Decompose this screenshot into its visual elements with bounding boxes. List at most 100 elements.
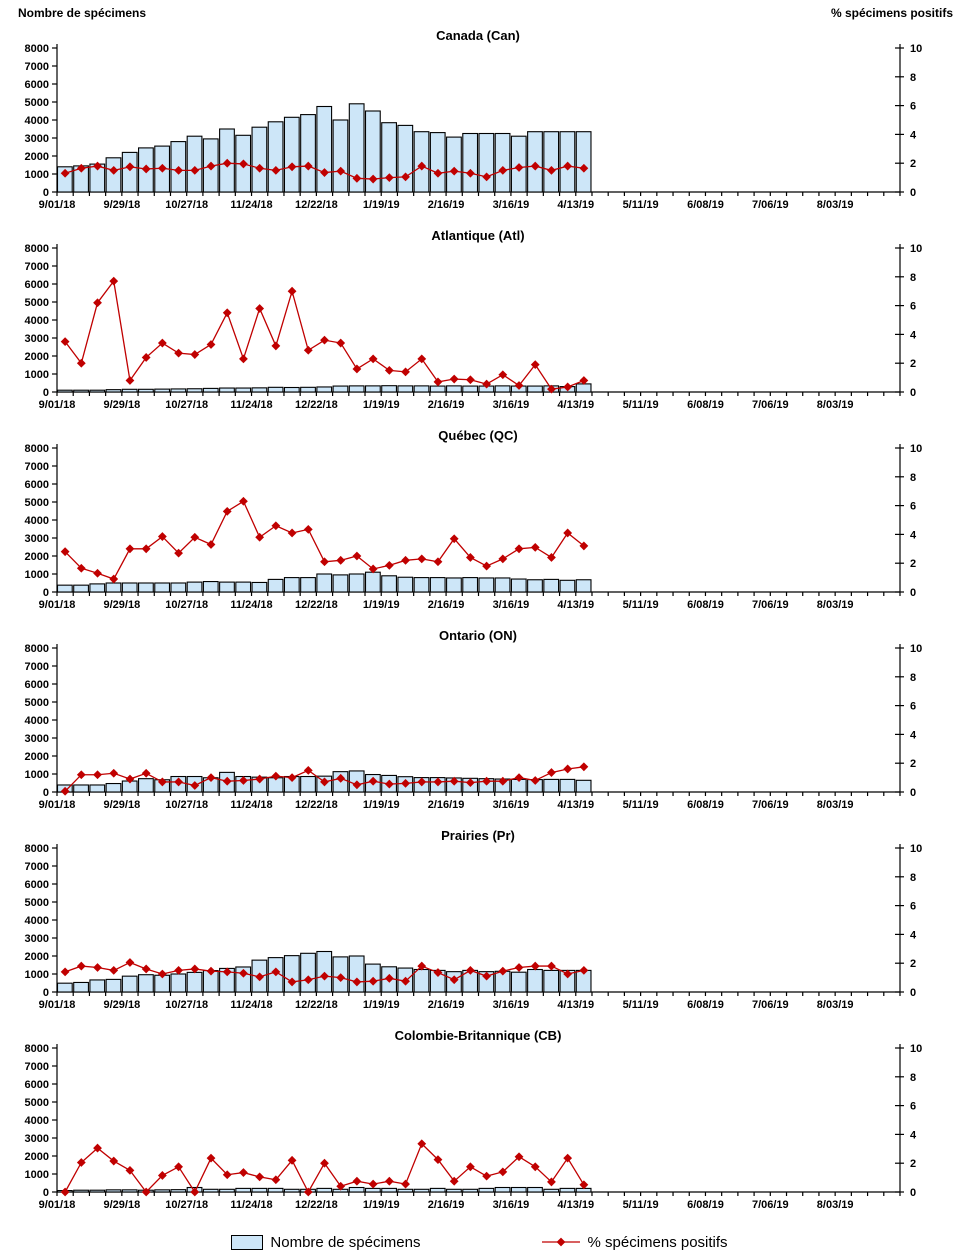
specimen-bar — [138, 778, 154, 793]
pct-diamond-marker — [579, 541, 589, 551]
chart-ontario: Ontario (ON) 0 1000 2000 3000 4000 5000 6000 70… — [25, 628, 923, 811]
pct-diamond-marker — [141, 964, 151, 974]
pct-diamond-marker — [60, 337, 70, 346]
specimen-bar — [429, 385, 446, 393]
pct-diamond-marker — [482, 561, 492, 571]
pct-diamond-marker — [190, 1187, 200, 1197]
pct-line-series — [60, 276, 589, 394]
x-tick-label: 9/29/18 — [103, 799, 140, 811]
specimen-bar — [186, 135, 203, 193]
pct-diamond-marker — [174, 166, 183, 175]
y-axis-left: 0 1000 2000 3000 4000 5000 6000 7000 8000 — [25, 43, 57, 199]
specimen-bar — [559, 778, 576, 793]
x-tick-label: 9/01/18 — [39, 1199, 76, 1211]
y-right-tick-label: 6 — [910, 901, 916, 913]
pct-diamond-marker — [514, 963, 524, 972]
plot-area: 0 1000 2000 3000 4000 5000 6000 7000 8000 0 2 4 6 8 10… — [25, 1043, 923, 1211]
pct-diamond-marker — [255, 304, 265, 313]
x-tick-label: 10/27/18 — [165, 1199, 208, 1211]
pct-diamond-marker — [433, 557, 443, 567]
pct-diamond-marker — [547, 768, 556, 777]
chart-panel-quebec: Québec (QC) 0 1000 2000 3000 4000 5000 6000 700… — [0, 424, 959, 624]
specimen-bar — [267, 578, 284, 593]
pct-diamond-marker — [547, 166, 556, 175]
x-tick-label: 9/01/18 — [39, 599, 76, 611]
pct-diamond-marker — [449, 776, 459, 786]
pct-diamond-marker — [433, 777, 443, 787]
pct-diamond-marker — [498, 554, 508, 564]
pct-diamond-marker — [190, 781, 200, 790]
specimen-bar — [527, 579, 543, 593]
pct-diamond-marker — [401, 976, 410, 986]
y-left-tick-label: 0 — [43, 187, 49, 199]
x-tick-label: 5/11/19 — [623, 399, 659, 411]
chart-colombie-britannique: Colombie-Britannique (CB) 0 1000 2000 3000 4… — [25, 1028, 923, 1211]
pct-diamond-marker — [530, 360, 540, 370]
x-tick-label: 3/16/19 — [493, 999, 530, 1011]
specimen-bar — [527, 385, 543, 393]
pct-diamond-marker — [206, 340, 216, 349]
x-tick-label: 11/24/18 — [230, 399, 272, 411]
specimen-bar — [510, 1186, 527, 1193]
pct-diamond-marker — [125, 376, 135, 385]
pct-diamond-marker — [255, 163, 265, 173]
specimen-bar — [429, 1187, 446, 1193]
pct-diamond-marker — [384, 366, 394, 375]
x-tick-label: 11/24/18 — [230, 799, 272, 811]
specimen-bar — [559, 1187, 576, 1193]
pct-diamond-marker — [465, 375, 475, 385]
legend-item-specimens: Nombre de spécimens — [231, 1234, 421, 1251]
specimen-bar — [89, 389, 106, 393]
y-left-tick-label: 2000 — [25, 151, 49, 163]
x-tick-label: 1/19/19 — [363, 999, 400, 1011]
pct-diamond-marker — [303, 524, 313, 534]
x-axis: 9/01/18 9/29/18 10/27/18 11/24/18 12/22/18 1/… — [39, 592, 901, 611]
pct-diamond-marker — [206, 161, 216, 171]
pct-diamond-marker — [417, 961, 427, 971]
pct-diamond-marker — [93, 298, 102, 308]
x-tick-label: 2/16/19 — [428, 999, 465, 1011]
chart-panel-prairies: Prairies (Pr) 0 1000 2000 3000 4000 5000 6000 7… — [0, 824, 959, 1024]
legend-item-positifs: % spécimens positifs — [541, 1234, 728, 1251]
pct-diamond-marker — [174, 966, 183, 975]
pct-diamond-marker — [206, 773, 216, 782]
y-left-tick-label: 3000 — [25, 533, 49, 545]
y-right-tick-label: 0 — [910, 987, 916, 999]
specimen-bar — [494, 132, 511, 193]
pct-diamond-marker — [320, 335, 329, 345]
y-left-tick-label: 7000 — [25, 1061, 49, 1073]
pct-diamond-marker — [239, 968, 248, 978]
x-tick-label: 1/19/19 — [363, 599, 400, 611]
pct-diamond-marker — [336, 973, 346, 982]
pct-diamond-marker — [563, 528, 573, 538]
specimen-bar — [446, 1188, 462, 1193]
y-axis-left: 0 1000 2000 3000 4000 5000 6000 7000 8000 — [25, 243, 57, 399]
specimen-bar — [543, 969, 560, 993]
y-right-tick-label: 2 — [910, 358, 916, 370]
x-tick-label: 1/19/19 — [363, 199, 400, 211]
x-tick-label: 2/16/19 — [428, 1199, 465, 1211]
pct-diamond-marker — [320, 168, 329, 177]
specimen-bar — [510, 971, 527, 993]
plot-area: 0 1000 2000 3000 4000 5000 6000 7000 8000 0 2 4 6 8 10… — [25, 243, 923, 411]
pct-diamond-marker — [287, 162, 297, 172]
y-axis-left: 0 1000 2000 3000 4000 5000 6000 7000 8000 — [25, 1043, 57, 1199]
pct-diamond-marker — [239, 1168, 248, 1177]
x-axis: 9/01/18 9/29/18 10/27/18 11/24/18 12/22/18 1/… — [39, 1192, 901, 1211]
pct-line-series — [60, 496, 589, 584]
y-left-tick-label: 8000 — [25, 43, 49, 55]
specimen-bar — [397, 124, 414, 193]
pct-diamond-marker — [320, 777, 329, 787]
y-left-tick-label: 7000 — [25, 61, 49, 73]
pct-diamond-marker — [60, 168, 70, 178]
x-tick-label: 9/29/18 — [103, 199, 140, 211]
plot-area: 0 1000 2000 3000 4000 5000 6000 7000 8000 0 2 4 6 8 10… — [25, 43, 923, 211]
y-right-tick-label: 6 — [910, 301, 916, 313]
y-left-tick-label: 6000 — [25, 679, 49, 691]
specimen-bar — [89, 1189, 106, 1193]
specimen-bar — [446, 385, 462, 393]
pct-diamond-marker — [563, 382, 573, 392]
x-tick-label: 9/29/18 — [103, 599, 140, 611]
specimen-bar — [527, 131, 543, 193]
pct-diamond-marker — [174, 348, 183, 358]
